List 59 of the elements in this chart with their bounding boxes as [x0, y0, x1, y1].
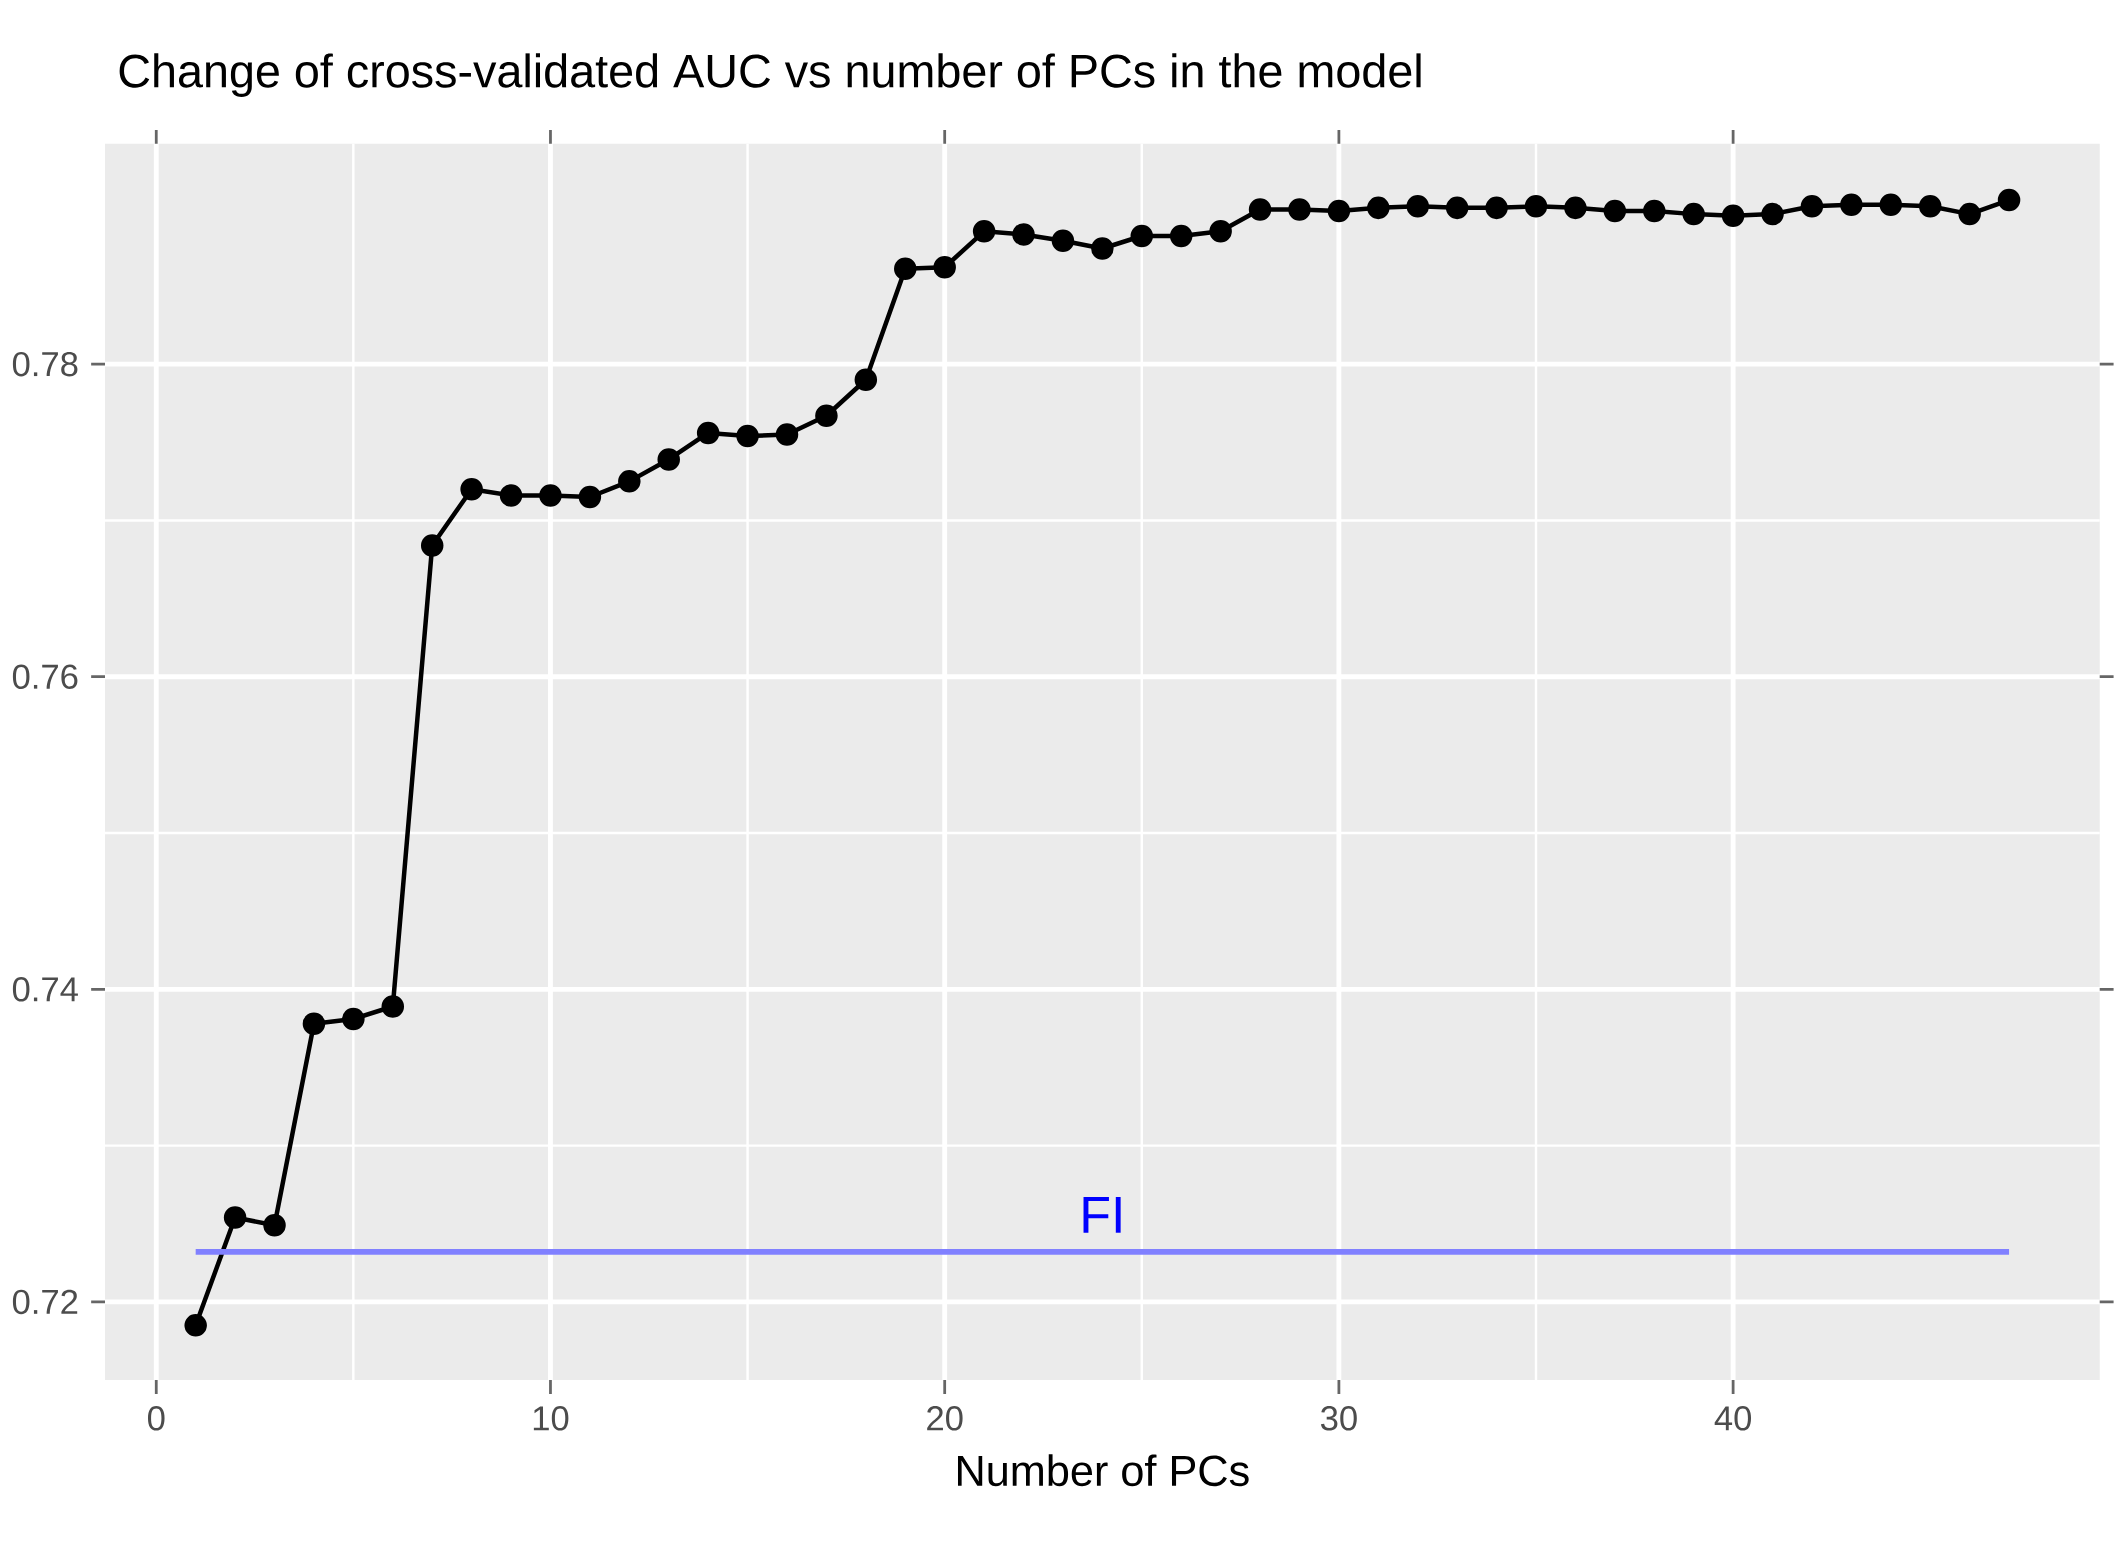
point	[499, 484, 523, 507]
point	[815, 404, 838, 427]
point	[1918, 194, 1942, 218]
point	[578, 485, 602, 509]
point	[1879, 193, 1903, 216]
x-axis-title: Number of PCs	[957, 1454, 1249, 1487]
x-tick-label: 30	[1320, 1406, 1357, 1431]
point	[1406, 194, 1429, 218]
point	[933, 255, 956, 279]
point	[1564, 196, 1587, 220]
point	[1130, 224, 1154, 248]
y-tick-label: 0.72	[12, 1289, 78, 1315]
point	[1327, 199, 1351, 223]
point	[1603, 199, 1627, 223]
x-tick-label: 0	[147, 1406, 165, 1431]
point	[1288, 198, 1311, 221]
point	[1248, 198, 1272, 221]
chart-title: Change of cross-validated AUC vs number of PCs in the model	[119, 53, 1421, 97]
point	[420, 534, 444, 557]
point	[1012, 223, 1035, 246]
point	[736, 424, 759, 448]
point	[223, 1206, 247, 1229]
series-label: FI	[1083, 1196, 1121, 1233]
point	[1051, 229, 1075, 252]
point	[854, 368, 878, 391]
point	[1800, 194, 1824, 218]
point	[1485, 196, 1508, 220]
point	[1840, 193, 1863, 216]
point	[1682, 202, 1705, 226]
y-tick-label: 0.78	[12, 351, 78, 377]
point	[1367, 196, 1390, 220]
point	[342, 1007, 365, 1031]
point	[381, 995, 405, 1018]
point	[302, 1012, 326, 1035]
point	[696, 421, 720, 445]
y-tick-label: 0.76	[12, 664, 78, 689]
point	[1721, 204, 1745, 227]
point	[972, 219, 996, 243]
point	[1169, 224, 1193, 248]
point	[460, 477, 483, 501]
point	[184, 1313, 207, 1337]
point	[894, 257, 917, 280]
point	[618, 470, 641, 493]
x-tick-label: 40	[1714, 1406, 1752, 1431]
point	[1958, 202, 1981, 226]
point	[263, 1213, 286, 1237]
point	[1445, 196, 1469, 220]
point	[539, 484, 562, 507]
point	[657, 448, 680, 471]
y-tick-label: 0.74	[12, 976, 78, 1002]
point	[775, 423, 799, 446]
point	[1643, 199, 1666, 223]
x-tick-label: 20	[927, 1406, 963, 1431]
point	[1997, 188, 2021, 212]
point	[1209, 219, 1232, 243]
point	[1761, 202, 1784, 226]
point	[1524, 194, 1548, 218]
x-tick-label: 10	[533, 1406, 569, 1431]
point	[1091, 237, 1114, 260]
